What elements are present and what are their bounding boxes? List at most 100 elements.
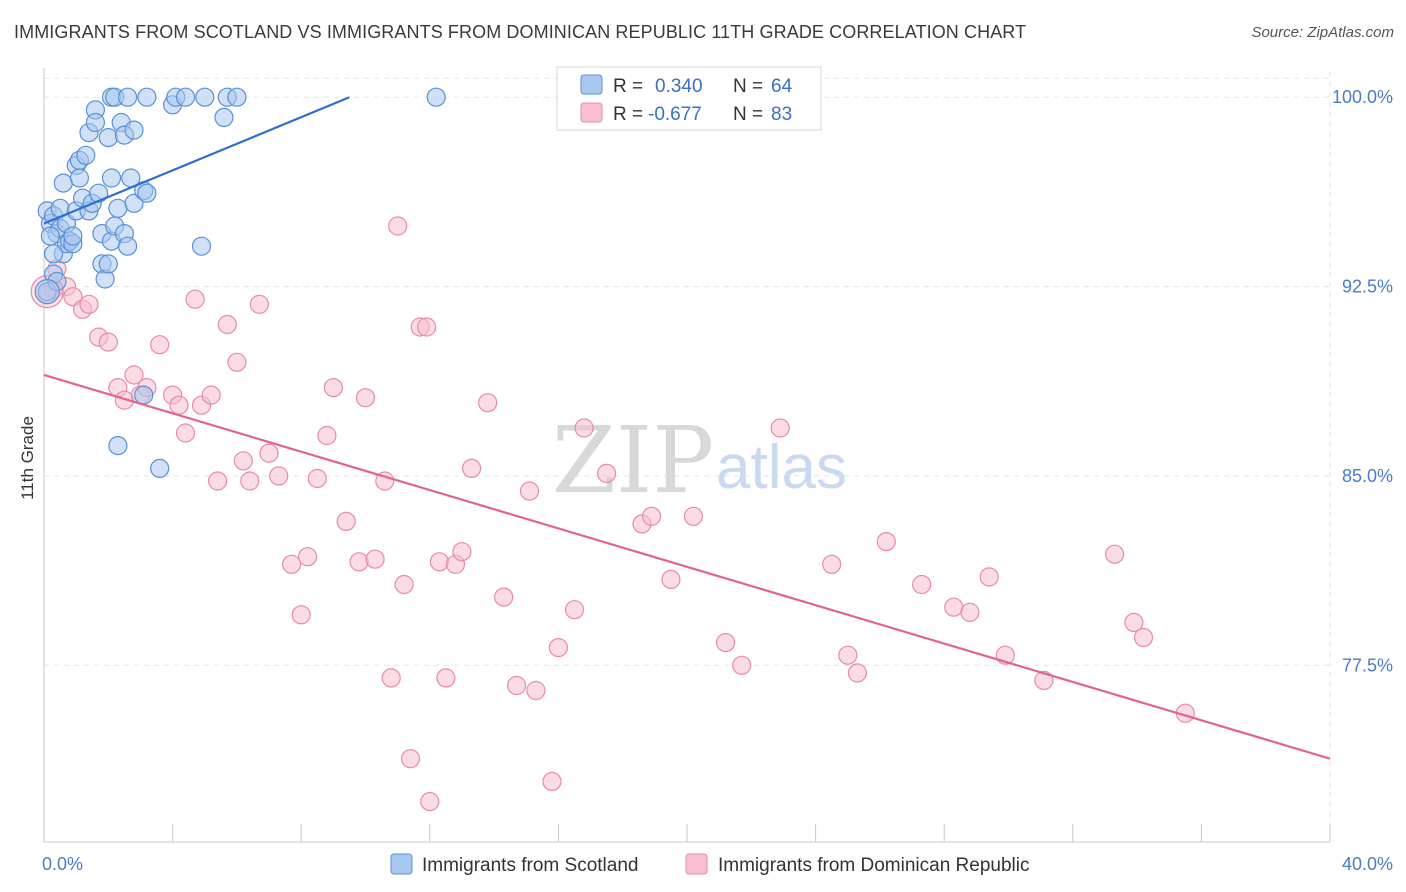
- legend-r-value-dominican: -0.677: [648, 104, 702, 125]
- dominican-point: [240, 471, 260, 491]
- dominican-point: [506, 675, 527, 696]
- dominican-point: [365, 549, 385, 569]
- dominican-point: [394, 574, 414, 595]
- dominican-point: [770, 418, 790, 438]
- dominican-point: [298, 547, 318, 567]
- dominican-point: [478, 393, 498, 413]
- x-tick-label-min: 0.0%: [42, 854, 83, 874]
- scotland-point: [89, 183, 109, 203]
- dominican-point: [912, 574, 932, 595]
- chart-title: IMMIGRANTS FROM SCOTLAND VS IMMIGRANTS F…: [14, 22, 1027, 42]
- dominican-point: [526, 680, 546, 701]
- legend-box: R = 0.340 N = 64 R = -0.677 N = 83: [556, 66, 822, 131]
- bottom-legend-swatch-scotland: [390, 853, 413, 875]
- scotland-point: [426, 87, 446, 107]
- legend-n-label-2: N =: [733, 104, 763, 125]
- dominican-point: [381, 668, 401, 688]
- dominican-point: [641, 506, 662, 526]
- dominican-point: [452, 542, 472, 562]
- series-scotland-points: [34, 87, 446, 478]
- dominican-point: [1104, 544, 1125, 564]
- dominican-point: [323, 378, 343, 398]
- dominican-point: [876, 531, 896, 552]
- trend-lines: [43, 96, 1331, 760]
- legend-r-label-1: R =: [613, 76, 643, 97]
- dominican-point: [355, 388, 376, 408]
- scotland-point: [53, 173, 73, 193]
- scotland-point: [195, 87, 215, 107]
- dominican-point: [420, 791, 440, 812]
- legend-n-value-dominican: 83: [771, 104, 792, 125]
- scotland-point: [69, 168, 90, 188]
- axes: [43, 68, 1331, 843]
- dominican-point: [683, 506, 704, 526]
- scotland-point: [175, 87, 196, 107]
- dominican-point: [269, 466, 289, 486]
- legend-n-label-1: N =: [733, 76, 763, 97]
- dominican-point: [1133, 627, 1154, 648]
- dominican-point: [564, 600, 585, 620]
- trend-line-scotland: [43, 96, 350, 225]
- trend-line-dominican: [43, 373, 1331, 760]
- dominican-point: [307, 468, 327, 489]
- series-dominican-points: [30, 216, 1195, 812]
- dominican-point: [838, 645, 858, 665]
- dominican-point: [336, 511, 356, 532]
- dominican-point: [185, 289, 205, 309]
- chart-source: Source: ZipAtlas.com: [1251, 24, 1394, 41]
- dominican-point: [1124, 612, 1144, 633]
- watermark: ZIP atlas: [552, 407, 847, 514]
- dominican-point: [429, 552, 449, 572]
- dominican-point: [417, 317, 437, 337]
- scotland-point: [191, 236, 212, 256]
- scotland-point: [214, 107, 234, 128]
- dominican-point: [249, 294, 269, 314]
- dominican-point: [574, 418, 594, 438]
- dominican-point: [715, 632, 736, 653]
- dominican-point: [1034, 670, 1054, 691]
- scotland-point-large: [34, 279, 60, 305]
- dominican-point: [227, 352, 247, 372]
- bottom-legend-swatch-dominican: [685, 853, 708, 875]
- dominican-point: [519, 481, 540, 501]
- scotland-point: [63, 226, 83, 246]
- dominican-point: [661, 569, 681, 590]
- scotland-point: [117, 87, 138, 107]
- scotland-point: [76, 145, 96, 165]
- scotland-point: [101, 168, 122, 188]
- dominican-point: [150, 335, 170, 355]
- scotland-point: [108, 198, 128, 218]
- dominican-point: [349, 552, 369, 572]
- scotland-point: [124, 120, 144, 140]
- dominican-point: [548, 637, 569, 658]
- dominican-point: [388, 216, 408, 236]
- dominican-point: [217, 314, 237, 335]
- dominican-point: [596, 463, 617, 483]
- dominican-point: [979, 567, 999, 587]
- legend-r-label-2: R =: [613, 104, 643, 125]
- y-tick-label: 92.5%: [1342, 277, 1393, 297]
- dominican-point: [175, 423, 196, 443]
- scotland-point: [137, 183, 157, 203]
- dominican-point: [208, 471, 228, 491]
- bottom-legend-label-dominican: Immigrants from Dominican Republic: [718, 855, 1030, 876]
- dominican-point: [201, 385, 221, 405]
- dominican-point: [822, 554, 842, 574]
- x-tick-label-max: 40.0%: [1342, 854, 1393, 874]
- y-tick-label: 77.5%: [1342, 655, 1393, 675]
- watermark-atlas: atlas: [716, 433, 847, 502]
- dominican-point: [494, 587, 514, 607]
- dominican-point: [233, 451, 253, 471]
- legend-n-value-scotland: 64: [771, 76, 793, 97]
- dominican-point: [847, 663, 868, 683]
- dominican-point: [436, 668, 456, 688]
- dominican-point: [462, 458, 482, 478]
- dominican-point: [960, 602, 980, 622]
- dominican-point: [79, 294, 99, 314]
- dominican-point: [169, 395, 189, 415]
- bottom-legend: Immigrants from Scotland Immigrants from…: [390, 853, 1030, 876]
- dominican-point: [124, 365, 144, 385]
- y-tick-labels: 100.0% 92.5% 85.0% 77.5%: [1332, 87, 1393, 675]
- dominican-point: [291, 605, 311, 625]
